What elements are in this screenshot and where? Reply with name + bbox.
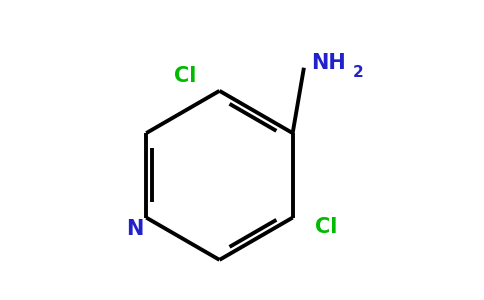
Text: NH: NH	[311, 53, 346, 73]
Text: N: N	[126, 219, 144, 239]
Text: 2: 2	[353, 65, 363, 80]
Text: Cl: Cl	[174, 66, 197, 86]
Text: Cl: Cl	[315, 217, 338, 237]
